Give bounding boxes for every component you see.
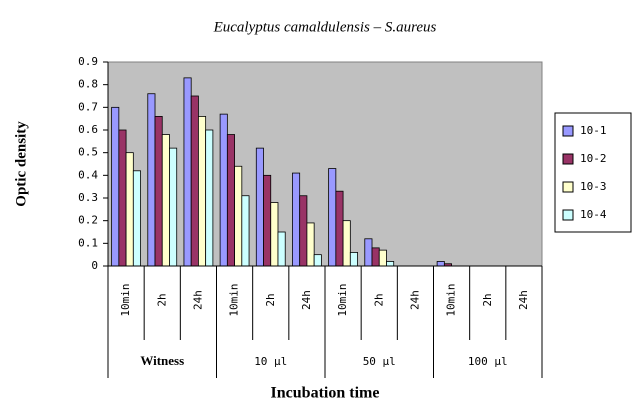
y-tick-label: 0.5 — [78, 146, 98, 159]
plot-area — [107, 61, 543, 267]
bar — [183, 77, 192, 267]
bar — [335, 190, 344, 267]
bar — [190, 95, 199, 267]
x-axis-label: Incubation time — [271, 385, 380, 402]
bar — [161, 134, 170, 267]
y-tick-label: 0.1 — [78, 236, 98, 249]
bar — [292, 172, 301, 267]
legend-swatch — [562, 181, 574, 193]
bar — [328, 168, 337, 267]
bar — [219, 113, 228, 267]
chart-title: Eucalyptus camaldulensis – S.aureus — [213, 19, 437, 35]
bar — [263, 174, 272, 267]
legend-swatch — [562, 153, 574, 165]
bar — [255, 147, 264, 267]
y-tick-label: 0.8 — [78, 78, 98, 91]
bar — [386, 261, 395, 267]
y-tick-label: 0.9 — [78, 55, 98, 68]
group-label: Witness — [140, 353, 184, 368]
group-label: 10 µl — [254, 355, 287, 368]
x-tick-label: 10min — [119, 283, 132, 316]
bar — [342, 220, 351, 267]
x-tick-label: 24h — [300, 290, 313, 310]
bar — [364, 238, 373, 267]
x-tick-label: 10min — [228, 283, 241, 316]
bar — [277, 231, 286, 267]
bar — [371, 247, 380, 267]
bar — [234, 165, 243, 267]
x-tick-label: 24h — [517, 290, 530, 310]
bar — [154, 116, 163, 267]
group-label: 50 µl — [363, 355, 396, 368]
bar — [299, 195, 308, 267]
bar — [111, 106, 120, 267]
y-tick-label: 0.6 — [78, 123, 98, 136]
legend-label: 10-4 — [580, 208, 607, 221]
bar — [147, 93, 156, 267]
x-tick-label: 10min — [445, 283, 458, 316]
bar — [313, 254, 322, 267]
group-label: 100 µl — [468, 355, 508, 368]
bar — [241, 195, 250, 267]
bar — [226, 134, 235, 267]
bar — [349, 251, 358, 267]
bar — [436, 261, 445, 267]
x-tick-label: 24h — [408, 290, 421, 310]
bar — [306, 222, 315, 267]
legend-label: 10-1 — [580, 124, 607, 137]
y-tick-label: 0 — [91, 259, 98, 272]
y-tick-label: 0.2 — [78, 214, 98, 227]
x-tick-label: 2h — [155, 293, 168, 306]
x-tick-label: 24h — [191, 290, 204, 310]
bar — [205, 129, 214, 267]
legend-label: 10-3 — [580, 180, 607, 193]
bar — [270, 202, 279, 267]
x-tick-label: 10min — [336, 283, 349, 316]
bar — [118, 129, 127, 267]
legend-label: 10-2 — [580, 152, 607, 165]
y-tick-label: 0.3 — [78, 191, 98, 204]
legend-swatch — [562, 125, 574, 137]
y-tick-label: 0.4 — [78, 168, 98, 181]
y-tick-label: 0.7 — [78, 100, 98, 113]
bar — [378, 249, 387, 267]
x-tick-label: 2h — [481, 293, 494, 306]
legend-swatch — [562, 209, 574, 221]
bar — [198, 116, 207, 267]
x-tick-label: 2h — [372, 293, 385, 306]
bar — [132, 170, 141, 267]
bar — [125, 152, 134, 267]
bar — [169, 147, 178, 267]
x-tick-label: 2h — [264, 293, 277, 306]
y-axis-label: Optic density — [13, 121, 29, 207]
